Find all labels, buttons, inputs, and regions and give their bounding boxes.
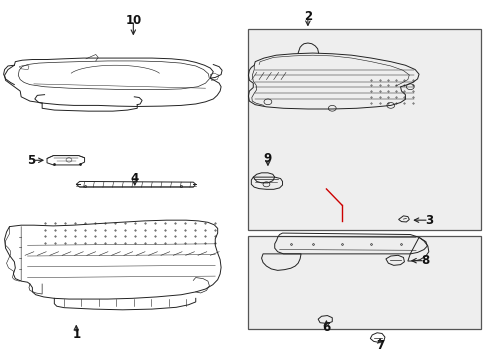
Text: 5: 5 [27,154,35,167]
Text: 2: 2 [303,10,311,23]
Text: 6: 6 [322,321,330,334]
FancyBboxPatch shape [248,235,481,329]
Text: 8: 8 [420,254,428,267]
Text: 1: 1 [72,328,80,341]
FancyBboxPatch shape [248,29,481,230]
Text: 9: 9 [263,152,271,165]
Text: 7: 7 [375,339,384,352]
Text: 10: 10 [125,14,141,27]
Text: 3: 3 [424,214,432,227]
Text: 4: 4 [130,172,139,185]
